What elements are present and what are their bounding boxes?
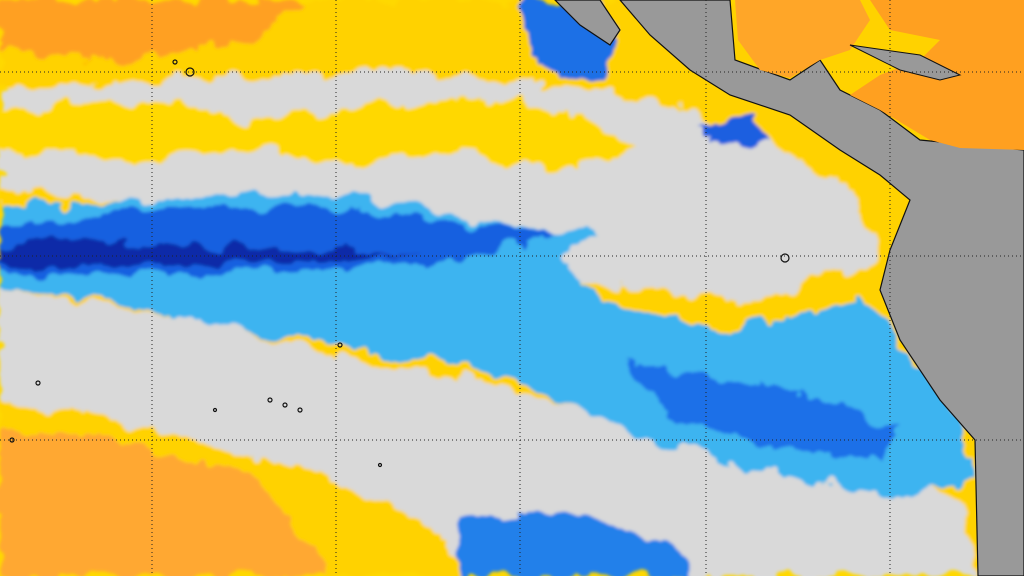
island [172,59,178,65]
island [212,407,218,413]
island [282,402,288,408]
baja-california [554,0,621,46]
land [554,0,1024,576]
island [297,407,303,413]
cuba [849,44,962,81]
americas [619,0,1024,576]
island [780,253,790,263]
island [35,380,41,386]
warm-patch [0,0,300,60]
gulf-of-mexico [735,0,870,78]
cold-patch [460,510,700,576]
islands [9,59,790,468]
island [267,397,273,403]
cold-patch [620,360,900,460]
island [337,342,343,348]
neutral-region [0,290,980,576]
island [185,67,195,77]
island [9,437,15,443]
warm-patch [0,430,330,576]
cold-core [0,240,420,266]
island [377,462,383,468]
cold-patch [700,115,770,150]
warm-band [0,95,640,170]
